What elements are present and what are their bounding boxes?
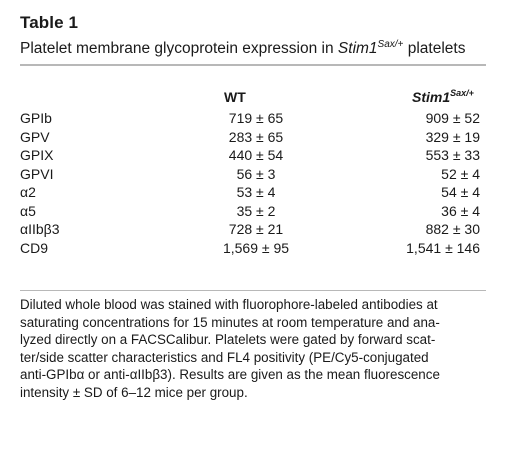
footnote-line: lyzed directly on a FACSCalibur. Platele… <box>20 332 436 348</box>
table-row: GPV 283 ± 65 329 ± 19 <box>20 129 486 148</box>
wt-value: 53 ± 4 <box>236 184 276 200</box>
top-rule <box>20 64 486 66</box>
table-body: GPIb 719 ± 65 909 ± 52 GPV 283 ± 65 329 … <box>20 110 486 258</box>
footnote-rule <box>20 290 486 291</box>
wt-value: 728 ± 21 <box>228 221 284 237</box>
table-label: Table 1 <box>20 13 79 32</box>
stim1-value: 52 ± 4 <box>441 165 480 182</box>
wt-value: 719 ± 65 <box>228 110 284 126</box>
stim1-value: 36 ± 4 <box>441 202 480 219</box>
stim1-value: 1,541 ± 146 <box>406 239 480 256</box>
caption-superscript: Sax/+ <box>377 39 404 50</box>
stim1-value: 909 ± 52 <box>425 110 480 126</box>
table-row: CD9 1,569 ± 95 1,541 ± 146 <box>20 240 486 259</box>
wt-value: 1,569 ± 95 <box>222 239 290 256</box>
wt-value: 35 ± 2 <box>236 202 276 219</box>
table-row: GPIX 440 ± 54 553 ± 33 <box>20 147 486 166</box>
stim1-value: 553 ± 33 <box>425 147 480 163</box>
wt-value: 283 ± 65 <box>228 128 284 145</box>
wt-value: 440 ± 54 <box>228 147 284 163</box>
row-label: GPV <box>20 128 50 145</box>
table-row: α5 35 ± 2 36 ± 4 <box>20 203 486 222</box>
footnote-line: Diluted whole blood was stained with flu… <box>20 297 438 312</box>
table-row: αIIbβ3 728 ± 21 882 ± 30 <box>20 221 486 240</box>
table-row: GPIb 719 ± 65 909 ± 52 <box>20 110 486 129</box>
table-caption: Platelet membrane glycoprotein expressio… <box>20 40 465 58</box>
row-label: α5 <box>20 202 36 219</box>
row-label: CD9 <box>20 239 49 256</box>
footnote-line: anti-GPIbα or anti-αIIbβ3). Results are … <box>20 367 440 383</box>
wt-value: 56 ± 3 <box>236 165 276 182</box>
column-header-wt: WT <box>224 89 246 105</box>
row-label: αIIbβ3 <box>20 221 60 237</box>
row-label: GPVI <box>20 165 54 182</box>
footnote-line: intensity ± SD of 6–12 mice per group. <box>20 384 248 400</box>
table-row: α2 53 ± 4 54 ± 4 <box>20 184 486 203</box>
column-header-gene: Stim1 <box>412 89 451 105</box>
stim1-value: 54 ± 4 <box>441 184 480 200</box>
stim1-value: 329 ± 19 <box>425 128 480 145</box>
row-label: α2 <box>20 184 36 200</box>
caption-gene: Stim1 <box>337 40 378 57</box>
caption-suffix: platelets <box>403 40 466 57</box>
table-row: GPVI 56 ± 3 52 ± 4 <box>20 166 486 185</box>
table-footnote: Diluted whole blood was stained with flu… <box>20 296 490 402</box>
row-label: GPIX <box>20 147 54 163</box>
footnote-line: ter/side scatter characteristics and FL4… <box>20 349 429 365</box>
column-header-stim1: Stim1Sax/+ <box>412 88 474 106</box>
row-label: GPIb <box>20 110 52 126</box>
column-header-superscript: Sax/+ <box>450 88 474 98</box>
stim1-value: 882 ± 30 <box>425 221 480 237</box>
footnote-line: saturating concentrations for 15 minutes… <box>20 314 440 330</box>
caption-prefix: Platelet membrane glycoprotein expressio… <box>20 40 338 57</box>
